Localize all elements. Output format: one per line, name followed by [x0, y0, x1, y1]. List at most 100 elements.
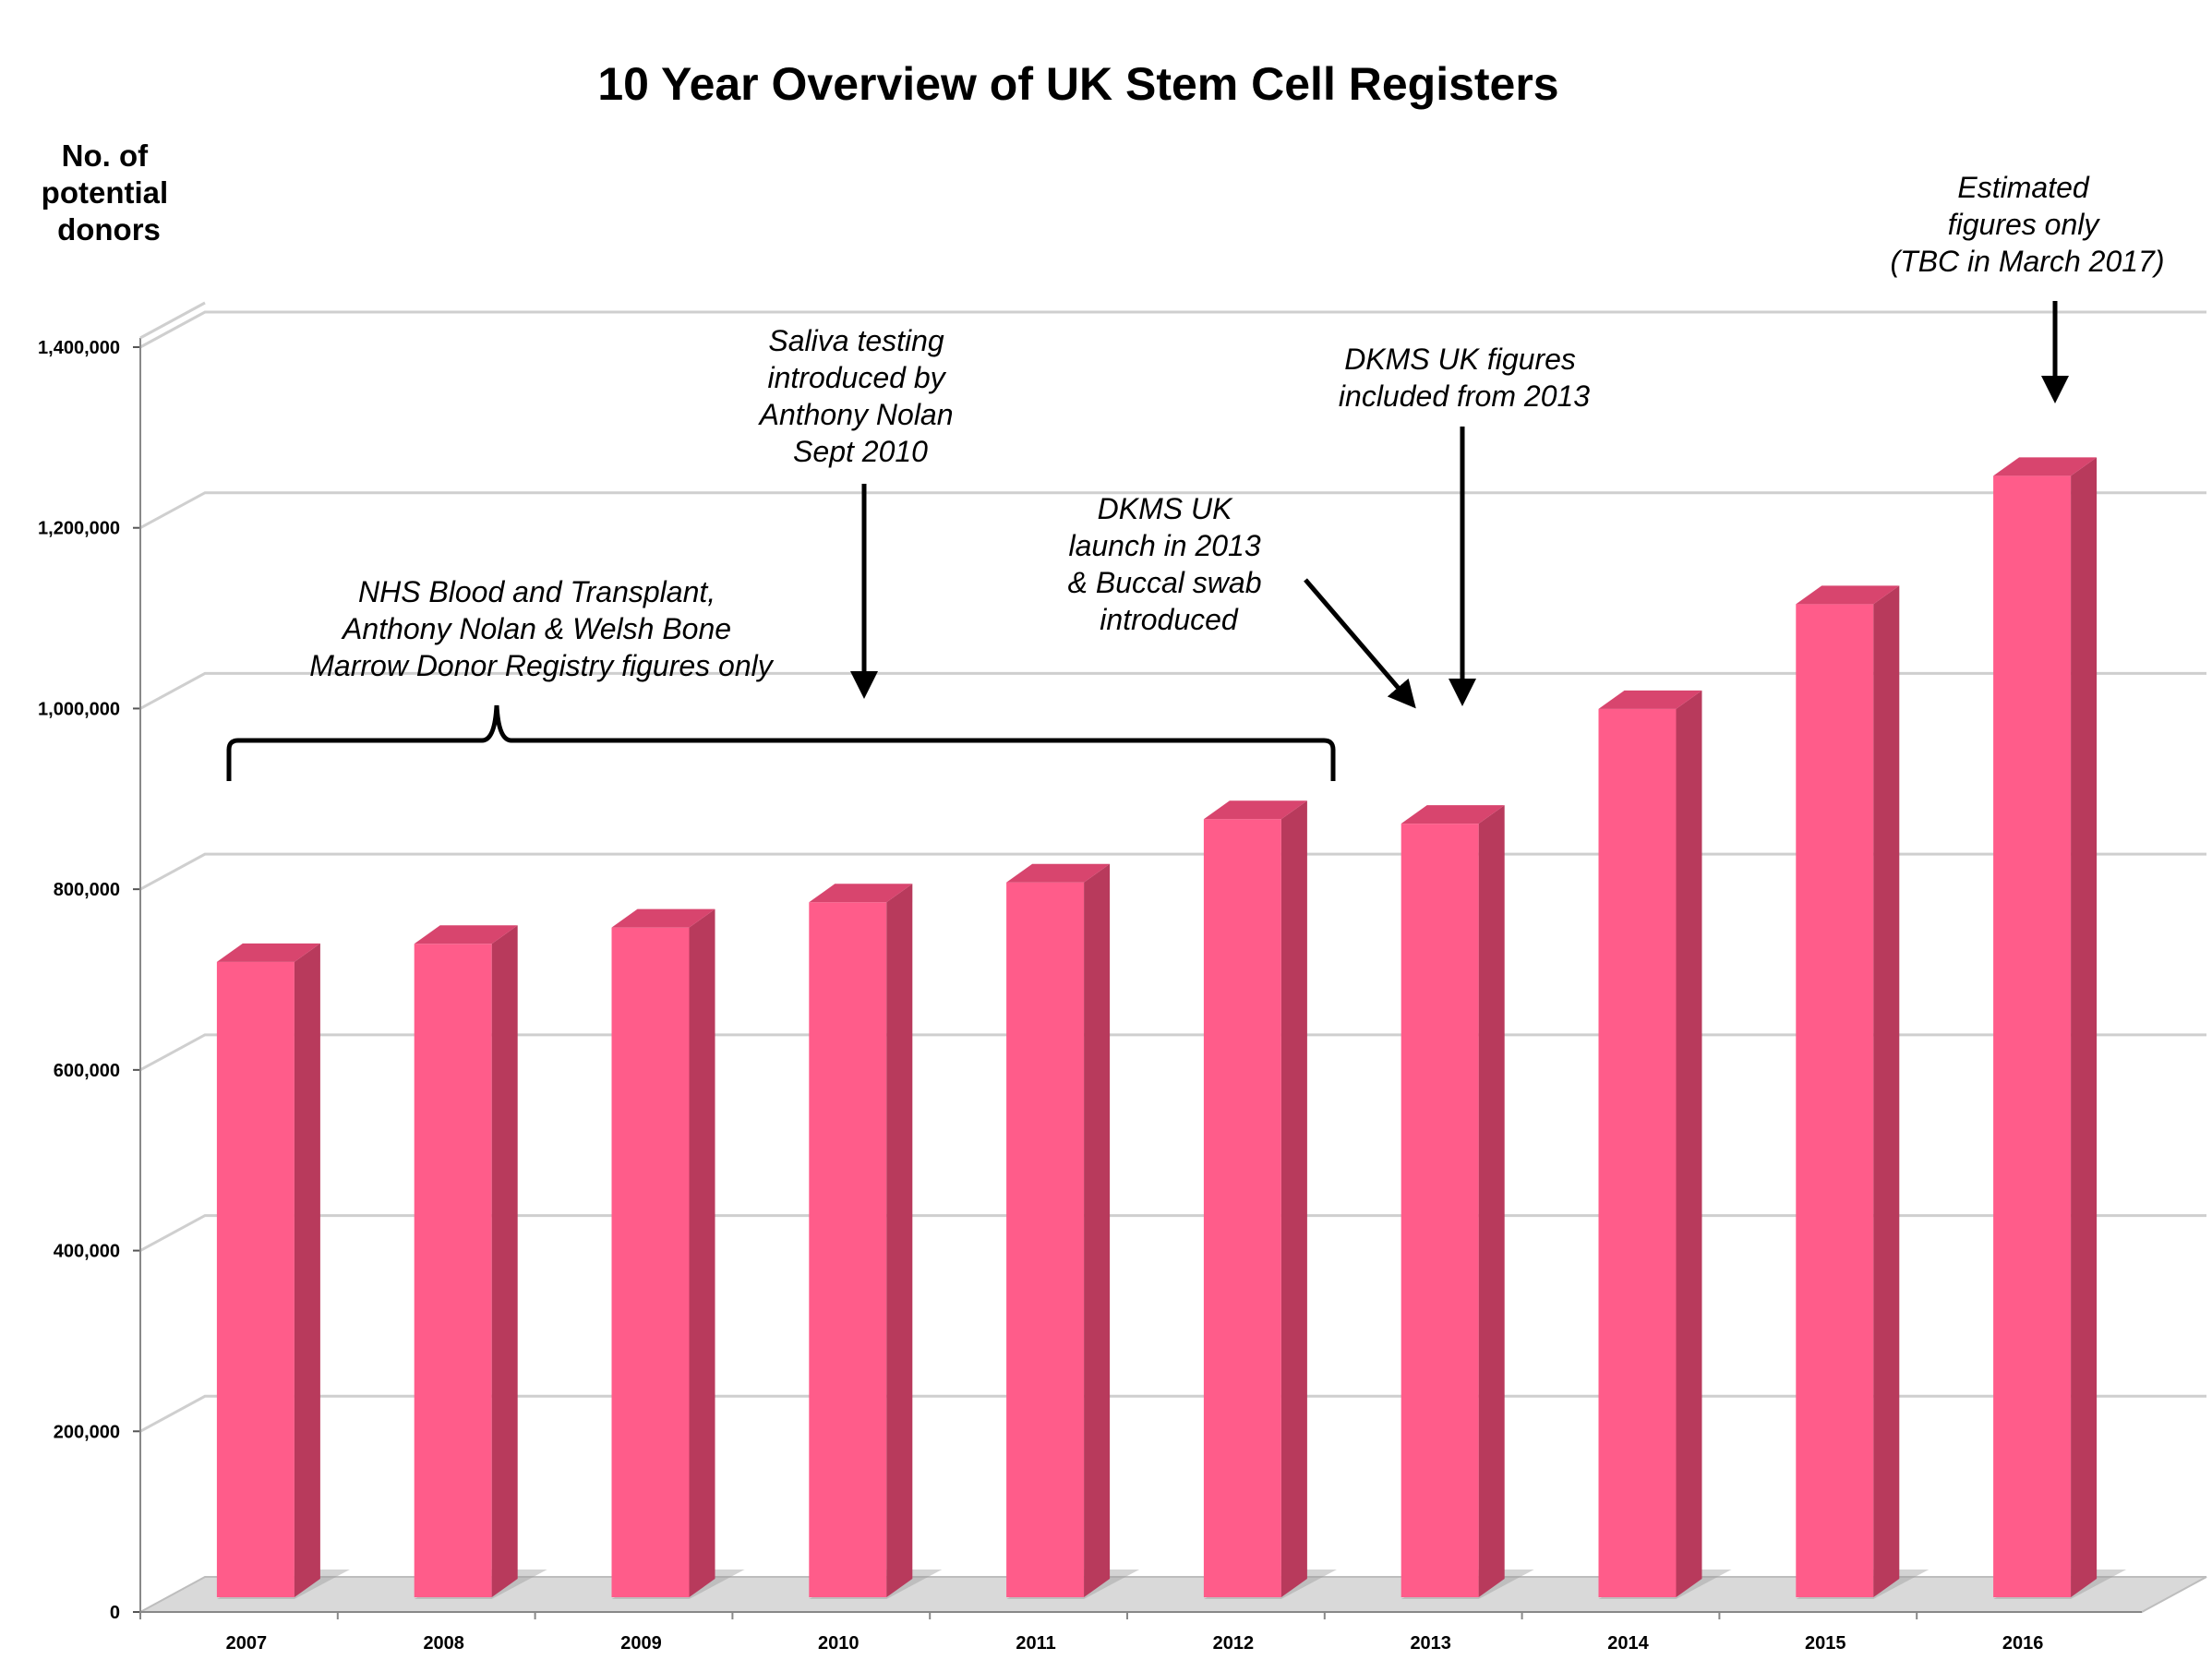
annotation-saliva-line-3: Anthony Nolan [758, 398, 954, 431]
annotation-dkms-launch-arrow [1304, 578, 1416, 709]
bar [1598, 690, 1732, 1599]
bar [809, 884, 943, 1599]
annotation-dkms-launch-line-4: introduced [1100, 603, 1239, 636]
bar-side [1676, 690, 1702, 1597]
gridline [139, 852, 2206, 891]
annotation-dkms-figures: DKMS UK figures included from 2013 [1339, 343, 1590, 706]
bar-side [491, 925, 518, 1597]
chart-title: 10 Year Overview of UK Stem Cell Registe… [597, 58, 1558, 110]
y-tick-label: 1,000,000 [38, 699, 120, 719]
axes [133, 301, 2142, 1619]
x-tick-label: 2008 [423, 1633, 464, 1654]
y-tick-label: 400,000 [54, 1242, 120, 1262]
annotation-dkms-figures-line-2: included from 2013 [1339, 379, 1590, 413]
bar-front [1006, 882, 1085, 1597]
annotation-dkms-launch-text: DKMS UK launch in 2013 & Buccal swab int… [1068, 492, 1270, 636]
bar-side [294, 943, 320, 1597]
bar-top [1203, 800, 1307, 820]
bar-front [1401, 824, 1479, 1597]
annotation-estimated: Estimated figures only (TBC in March 201… [1891, 171, 2165, 403]
y-axis-label-line-2: potential [42, 175, 169, 210]
y-tick-label: 0 [110, 1603, 120, 1623]
annotation-saliva-text: Saliva testing introduced by Anthony Nol… [758, 324, 962, 468]
x-tick-labels: 2007 2008 2009 2010 2011 2012 2013 2014 2015 2016 [226, 1633, 2044, 1654]
bar-front [809, 902, 887, 1597]
y-tick-labels: 0 200,000 400,000 600,000 800,000 1,000,000 1,… [38, 338, 120, 1623]
bar [1993, 457, 2127, 1599]
annotation-estimated-line-3: (TBC in March 2017) [1891, 245, 2165, 278]
y-axis-label: No. of potential donors [42, 138, 177, 247]
annotation-dkms-launch: DKMS UK launch in 2013 & Buccal swab int… [1068, 492, 1416, 709]
x-tick-label: 2013 [1410, 1633, 1451, 1654]
x-tick-label: 2011 [1016, 1633, 1055, 1654]
y-tick-label: 200,000 [54, 1422, 120, 1442]
annotation-saliva-line-1: Saliva testing [768, 324, 944, 357]
bar-side [1873, 585, 1900, 1598]
bar-side [689, 908, 715, 1597]
annotation-estimated-line-2: figures only [1948, 208, 2101, 241]
bars [216, 457, 2127, 1599]
bar-top [809, 884, 913, 903]
bar-top [1796, 585, 1900, 605]
annotation-dkms-launch-line-2: launch in 2013 [1068, 529, 1260, 562]
bar [611, 908, 745, 1599]
bar-side [886, 884, 913, 1597]
annotation-nhs-line-1: NHS Blood and Transplant, [358, 575, 715, 608]
bar [1401, 805, 1534, 1599]
bar [414, 925, 547, 1599]
annotation-dkms-figures-line-1: DKMS UK figures [1344, 343, 1576, 376]
bar-front [1598, 708, 1677, 1597]
x-tick-label: 2014 [1607, 1633, 1649, 1654]
annotation-saliva-line-4: Sept 2010 [793, 435, 928, 468]
annotation-saliva-line-2: introduced by [767, 361, 946, 394]
bar [1006, 863, 1140, 1599]
annotation-saliva: Saliva testing introduced by Anthony Nol… [758, 324, 962, 699]
annotation-estimated-line-1: Estimated [1957, 171, 2089, 204]
x-tick-label: 2007 [226, 1633, 268, 1654]
bar-front [1203, 819, 1281, 1597]
gridline [139, 671, 2206, 710]
bar-side [1084, 863, 1111, 1597]
y-tick-label: 1,400,000 [38, 338, 120, 358]
bar-side [2071, 457, 2098, 1597]
x-tick-label: 2016 [2002, 1633, 2044, 1654]
bar [1796, 585, 1929, 1599]
x-tick-label: 2010 [818, 1633, 860, 1654]
gridline [139, 491, 2206, 530]
x-tick-label: 2009 [620, 1633, 662, 1654]
y-tick-label: 600,000 [54, 1061, 120, 1081]
annotation-dkms-figures-text: DKMS UK figures included from 2013 [1339, 343, 1590, 413]
annotation-nhs-bracket [226, 704, 1336, 781]
bar-top [1006, 863, 1111, 883]
bar-top [1401, 805, 1505, 824]
bar-front [216, 961, 295, 1597]
bar-side [1280, 800, 1307, 1597]
y-axis-depth-line [139, 301, 206, 340]
x-tick-label: 2015 [1805, 1633, 1846, 1654]
bar-front [414, 944, 492, 1597]
y-axis-label-line-3: donors [57, 212, 161, 247]
annotation-estimated-text: Estimated figures only (TBC in March 201… [1891, 171, 2165, 278]
gridline [139, 1033, 2206, 1072]
annotation-nhs-line-3: Marrow Donor Registry figures only [309, 649, 775, 682]
bar-side [1478, 805, 1505, 1597]
bar-top [1598, 690, 1702, 709]
bar-top [611, 908, 715, 928]
y-tick-label: 1,200,000 [38, 519, 120, 539]
bar-top [1993, 457, 2098, 476]
bar-front [1796, 604, 1874, 1598]
gridline [139, 310, 2206, 349]
annotation-nhs: NHS Blood and Transplant, Anthony Nolan … [226, 575, 1336, 781]
bar [216, 943, 350, 1599]
y-axis-label-line-1: No. of [62, 138, 149, 173]
bar-top [216, 943, 320, 962]
bar [1203, 800, 1337, 1599]
annotation-nhs-text: NHS Blood and Transplant, Anthony Nolan … [309, 575, 775, 682]
gridline [139, 1394, 2206, 1433]
gridline [139, 1214, 2206, 1252]
gridlines [139, 310, 2206, 1433]
annotation-dkms-launch-line-1: DKMS UK [1098, 492, 1233, 525]
annotation-nhs-line-2: Anthony Nolan & Welsh Bone [341, 612, 731, 645]
bar-front [611, 927, 690, 1597]
